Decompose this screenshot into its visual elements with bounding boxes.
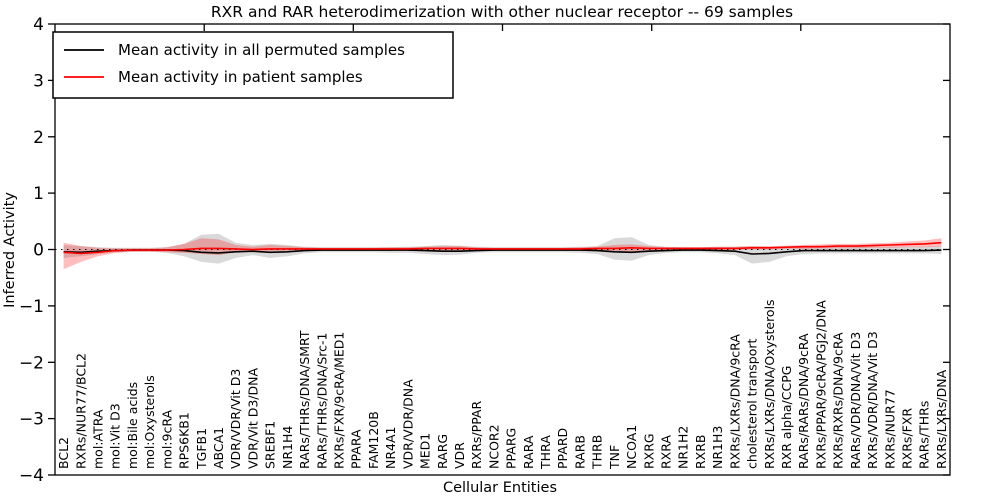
x-tick-label: RXRs/RXRs/DNA/9cRA [831,332,846,469]
x-tick-label: NR4A1 [383,427,398,470]
x-tick-label: RXRs/FXR [900,408,915,469]
x-tick-label: RARG [435,434,450,469]
x-tick-label: RXRB [693,434,708,469]
y-axis-title: Inferred Activity [2,192,18,308]
legend-label-permuted: Mean activity in all permuted samples [118,41,405,59]
x-tick-label: RXRs/NUR77/BCL2 [73,353,88,469]
x-tick-label: MED1 [418,433,433,469]
y-tick-label: 3 [33,71,44,91]
x-tick-label: RXRs/PPAR [469,401,484,469]
x-tick-label: mol:9cRA [159,409,174,469]
x-tick-label: PPARG [504,428,519,469]
y-tick-labels: −4 −3 −2 −1 0 1 2 3 4 [19,15,44,486]
x-tick-label: FAM120B [366,411,381,469]
x-tick-label: BCL2 [56,437,71,469]
y-tick-label: −4 [19,466,44,486]
x-tick-label: RARB [573,435,588,469]
x-tick-label: RARs/THRs/DNA/SMRT [297,330,312,469]
band-patient [63,238,942,270]
y-tick-label: −3 [19,410,44,430]
x-tick-label: NCOR2 [486,424,501,469]
x-tick-label: PPARA [349,429,364,469]
x-tick-label: RXRG [641,433,656,469]
x-tick-label: RXRs/LXRs/DNA [934,369,949,469]
x-tick-label: NCOA1 [624,425,639,469]
x-tick-label: RXRA [659,435,674,469]
x-tick-label: mol:Vit D3 [108,403,123,469]
x-tick-label: VDR/VDR/DNA [400,379,415,469]
x-tick-label: RARs/THRs [917,401,932,469]
x-tick-label: RARs/THRs/DNA/Src-1 [314,333,329,469]
y-tick-label: −1 [19,297,44,317]
legend-label-patient: Mean activity in patient samples [118,68,363,86]
x-tick-label: TNF [607,445,622,470]
x-tick-label: TGFB1 [194,428,209,470]
y-tick-label: 4 [33,15,44,35]
x-tick-label: mol:Bile acids [125,382,140,469]
x-tick-label: mol:Oxysterols [142,375,157,469]
x-tick-label: NR1H3 [710,426,725,469]
x-tick-label: mol:ATRA [91,409,106,469]
x-tick-label: RXRs/PPAR/9cRA/PGJ2/DNA [813,300,828,469]
x-tick-label: THRB [590,435,605,470]
x-tick-label: THRA [538,435,553,470]
x-tick-label: VDR/VDR/Vit D3 [228,369,243,469]
legend: Mean activity in all permuted samples Me… [52,31,454,99]
y-tick-label: 0 [33,241,44,261]
x-tick-label: RXRs/VDR/DNA/Vit D3 [865,331,880,469]
line-patient [63,241,942,255]
x-tick-label: RARs/VDR/DNA/Vit D3 [848,332,863,469]
x-tick-label: cholesterol transport [745,338,760,469]
x-tick-label: RXRs/FXR/9cRA/MED1 [332,332,347,469]
x-tick-label: SREBF1 [263,421,278,469]
x-tick-label: NR1H2 [676,426,691,469]
x-tick-label: PPARD [555,428,570,469]
x-tick-label: RXRs/LXRs/DNA/Oxysterols [762,299,777,469]
line-permuted [63,249,942,255]
series-lines [55,241,950,255]
x-tick-label: RARA [521,435,536,469]
x-tick-label: ABCA1 [211,427,226,469]
legend-box [52,31,454,99]
x-tick-label: NR1H4 [280,426,295,469]
x-tick-label: VDR [452,442,467,469]
y-tick-label: 2 [33,128,44,148]
x-tick-label: RXR alpha/CCPG [779,366,794,469]
x-tick-label: RXRs/LXRs/DNA/9cRA [727,334,742,469]
x-tick-labels: BCL2 RXRs/NUR77/BCL2 mol:ATRA mol:Vit D3 mol… [56,299,949,470]
x-tick-label: RXRs/NUR77 [882,389,897,469]
x-tick-label: RARs/RARs/DNA/9cRA [796,333,811,469]
y-tick-label: 1 [33,184,44,204]
y-tick-label: −2 [19,353,44,373]
axis-ticks [48,23,950,476]
x-tick-label: VDR/Vit D3/DNA [245,368,260,469]
x-tick-label: RPS6KB1 [177,412,192,469]
plot-frame [54,23,951,476]
x-axis-title: Cellular Entities [443,480,557,496]
chart-title: RXR and RAR heterodimerization with othe… [211,3,793,21]
